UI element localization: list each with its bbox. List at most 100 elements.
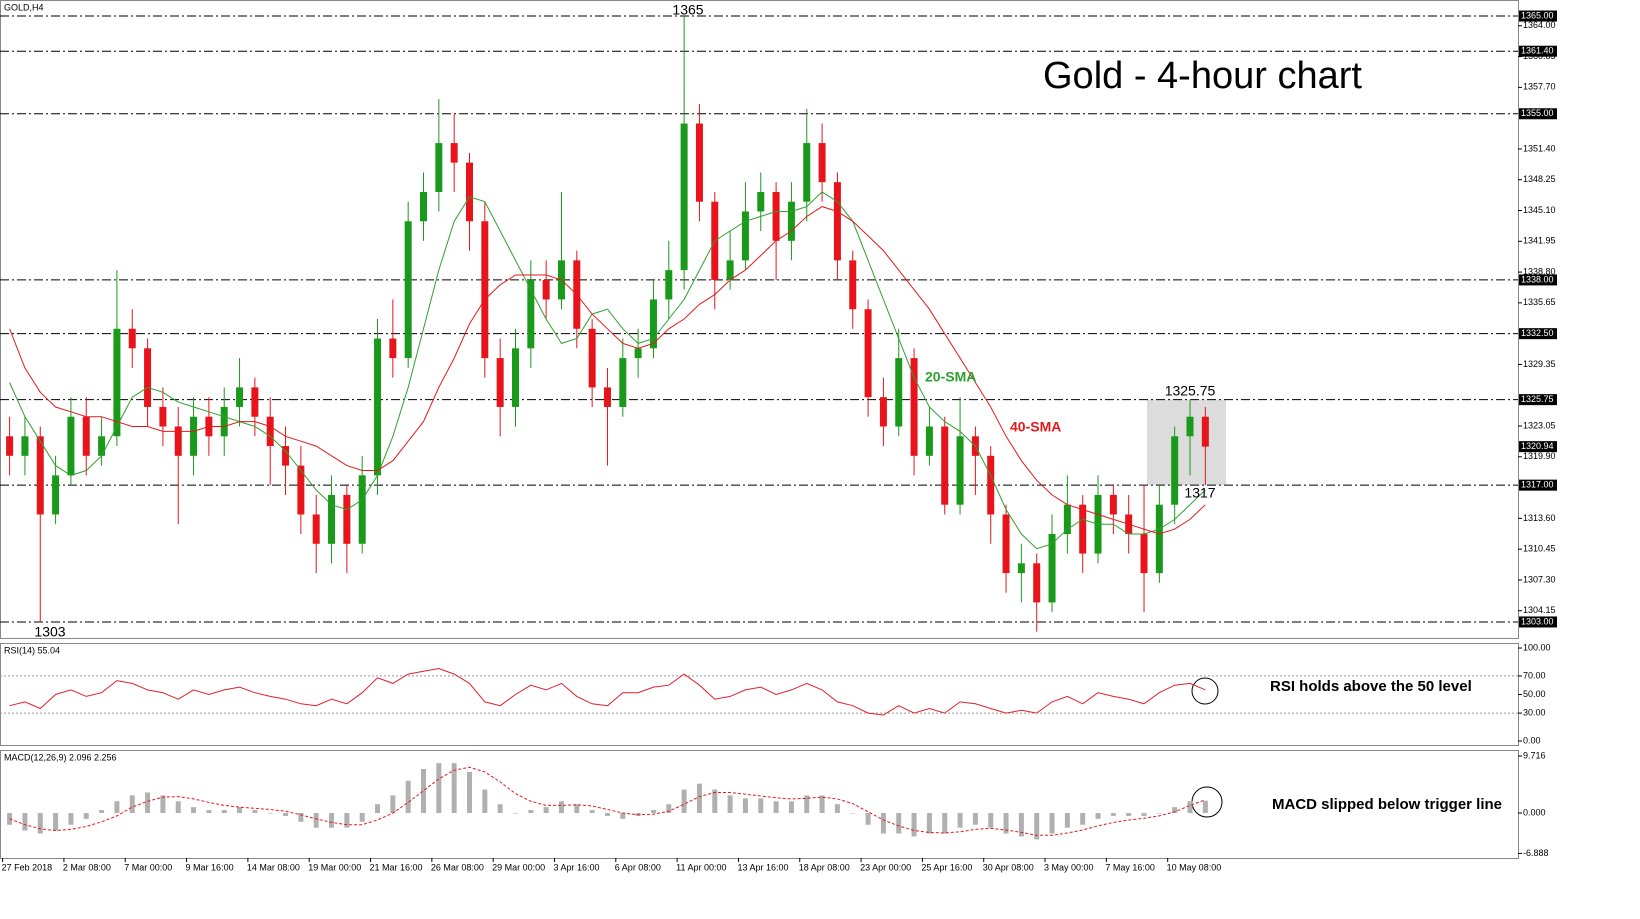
candle-body [159,406,167,427]
x-tick-label: 21 Mar 16:00 [370,862,423,872]
macd-bar [405,780,411,814]
candle-body [833,182,841,261]
candle-body [619,358,627,407]
candle-body [1079,504,1087,554]
macd-bar [911,813,917,837]
macd-bar [865,813,871,825]
macd-bar [467,771,472,814]
macd-bar [896,813,902,834]
macd-title: MACD(12,26,9) 2.096 2.256 [4,752,117,762]
candle-body [527,279,535,349]
macd-bar [1202,800,1208,814]
macd-bar [252,810,258,814]
macd-bar [988,813,994,828]
level-label: 1332.50 [1521,328,1554,338]
candle-body [466,162,473,222]
candle-body [542,279,550,300]
highlight-box [1147,399,1226,486]
main-panel-frame [0,0,1519,639]
macd-bar [834,804,840,814]
sma-line [9,191,1206,550]
macd-bar [390,795,396,814]
candle-body [864,309,872,398]
candle-body [343,494,351,544]
series-label: 20-SMA [925,369,976,385]
y-tick-label: 50.00 [1523,689,1546,699]
x-tick-label: 19 Mar 00:00 [308,862,361,872]
level-label: 1365.00 [1521,10,1554,20]
macd-bar [1080,813,1086,825]
level-label: 1325.75 [1521,394,1554,404]
candle-body [1171,436,1179,505]
rsi-title: RSI(14) 55.04 [4,645,60,655]
macd-bar [528,810,534,814]
macd-note: MACD slipped below trigger line [1272,796,1502,813]
level-label: 1361.40 [1521,46,1554,56]
macd-bar [972,813,978,825]
candle-body [803,143,811,202]
macd-bar [1141,813,1147,816]
annotation: 1365 [672,2,703,18]
x-tick-label: 6 Apr 08:00 [615,862,661,872]
x-tick-label: 3 Apr 16:00 [553,862,599,872]
macd-bar [37,813,43,834]
candle-body [420,191,428,222]
y-tick-label: 1304.15 [1523,605,1556,615]
level-label: 1303.00 [1521,616,1554,626]
macd-bar [773,801,779,814]
macd-bar [298,813,304,822]
y-tick-label: 30.00 [1523,707,1546,717]
level-label: 1355.00 [1521,108,1554,118]
macd-bar [1095,813,1101,819]
candle-body [358,475,366,544]
macd-bar [712,789,718,814]
y-tick-label: 1357.70 [1523,82,1556,92]
macd-bar [7,813,13,825]
candle-body [1155,504,1163,574]
macd-bar [666,804,672,814]
candle-body [772,191,780,241]
macd-bar [451,763,457,814]
macd-bar [1187,801,1193,814]
macd-bar [267,813,273,814]
macd-bar [53,813,59,831]
candle-body [634,348,642,359]
level-box [1519,394,1557,406]
x-tick-label: 10 May 08:00 [1167,862,1222,872]
candle-body [665,270,673,300]
candle-body [1033,563,1041,603]
y-tick-label: 70.00 [1523,670,1546,680]
candle-body [1017,563,1025,574]
level-box [1519,616,1557,628]
candle-body [144,348,152,407]
candle-body [603,387,611,407]
macd-bar [604,813,610,816]
macd-bar [22,813,28,831]
y-tick-label: 1307.30 [1523,574,1556,584]
macd-bar [68,813,74,825]
candle-body [496,358,504,407]
last-price-label: 1320.94 [1521,441,1554,451]
y-tick-label: 0.00 [1523,735,1541,745]
macd-bar [574,804,580,814]
candle-body [251,387,259,417]
macd-bar [1156,813,1162,814]
macd-bar [359,813,365,822]
macd-bar [497,804,503,814]
y-tick-label: 1323.05 [1523,420,1556,430]
candle-body [174,426,182,456]
y-tick-label: 0.000 [1523,807,1546,817]
macd-bar [129,795,135,814]
macd-bar [512,813,518,814]
candle-body [128,328,136,349]
candle-body [925,426,933,456]
macd-bar [313,813,319,828]
candle-body [1109,494,1117,515]
macd-bar [114,801,120,814]
candle-body [435,143,443,192]
candle-body [1048,534,1056,603]
candle-body [741,211,749,261]
macd-bar [758,798,764,814]
candle-body [236,387,244,407]
